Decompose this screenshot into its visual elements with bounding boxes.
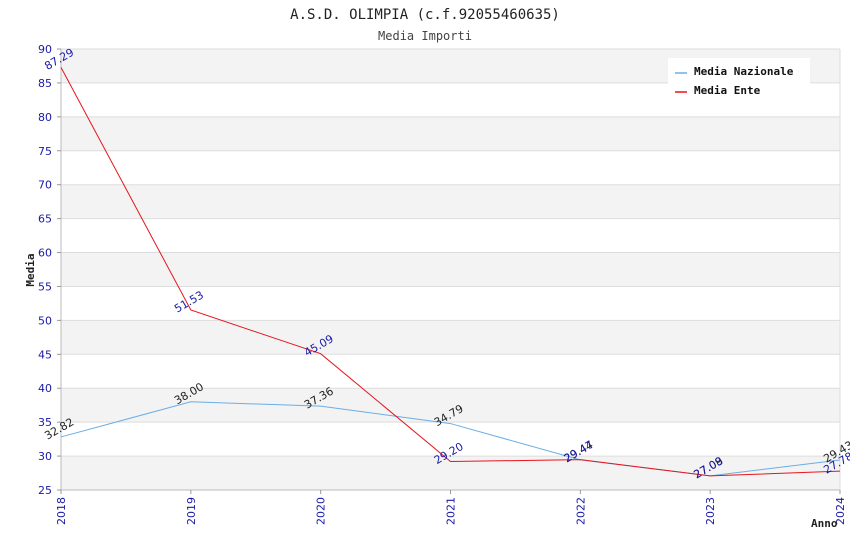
y-axis-ticks: 25 30 35 40 45 50 55 60 65 70 75 80 85 90 <box>38 43 61 497</box>
y-tick-label: 55 <box>38 280 52 293</box>
grid-band <box>61 252 840 287</box>
x-tick-label: 2019 <box>185 497 198 525</box>
x-axis-label: Anno <box>811 517 838 530</box>
y-tick-label: 40 <box>38 382 52 395</box>
grid-band <box>61 388 840 423</box>
grid-band <box>61 116 840 151</box>
x-axis-ticks: 2018 2019 2020 2021 2022 2023 2024 <box>55 490 847 525</box>
y-axis-label: Media <box>24 253 37 286</box>
legend: Media Nazionale Media Ente <box>668 58 810 102</box>
legend-entry-nazionale: Media Nazionale <box>694 65 794 78</box>
grid-bands <box>61 49 840 490</box>
series-line-ente <box>60 67 841 477</box>
y-tick-label: 90 <box>38 43 52 56</box>
x-tick-label: 2023 <box>704 497 717 525</box>
chart-title: A.S.D. OLIMPIA (c.f.92055460635) <box>290 7 560 23</box>
y-tick-label: 60 <box>38 247 52 260</box>
x-tick-label: 2018 <box>55 497 68 525</box>
y-tick-label: 50 <box>38 314 52 327</box>
grid-band <box>61 184 840 219</box>
y-tick-label: 70 <box>38 179 52 192</box>
x-tick-label: 2021 <box>445 497 458 525</box>
y-tick-label: 85 <box>38 77 52 90</box>
x-tick-label: 2020 <box>315 497 328 525</box>
legend-entry-ente: Media Ente <box>694 84 761 97</box>
x-tick-label: 2022 <box>574 497 587 525</box>
grid-band <box>61 320 840 355</box>
series-lines <box>60 67 841 477</box>
legend-box <box>668 58 810 102</box>
x-tick-label: 2024 <box>834 497 847 525</box>
y-tick-label: 30 <box>38 450 52 463</box>
chart-subtitle: Media Importi <box>378 29 472 43</box>
y-tick-label: 35 <box>38 416 52 429</box>
y-tick-label: 65 <box>38 213 52 226</box>
y-tick-label: 80 <box>38 111 52 124</box>
y-tick-label: 25 <box>38 484 52 497</box>
y-tick-label: 45 <box>38 348 52 361</box>
data-label: 51.53 <box>172 288 206 315</box>
y-tick-label: 75 <box>38 145 52 158</box>
